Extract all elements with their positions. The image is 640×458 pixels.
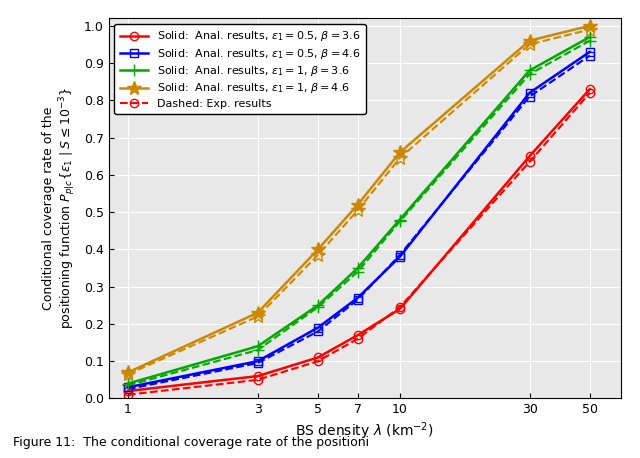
Solid:  Anal. results, $\epsilon_1 = 0.5$, $\beta = 4.6$: (10, 0.38): Anal. results, $\epsilon_1 = 0.5$, $\bet… xyxy=(396,254,404,260)
Solid:  Anal. results, $\epsilon_1 = 0.5$, $\beta = 4.6$: (30, 0.82): Anal. results, $\epsilon_1 = 0.5$, $\bet… xyxy=(525,90,533,96)
Line: Solid:  Anal. results, $\epsilon_1 = 0.5$, $\beta = 4.6$: Solid: Anal. results, $\epsilon_1 = 0.5$… xyxy=(124,48,594,392)
Line: Solid:  Anal. results, $\epsilon_1 = 1$, $\beta = 4.6$: Solid: Anal. results, $\epsilon_1 = 1$, … xyxy=(121,19,596,379)
Line: Solid:  Anal. results, $\epsilon_1 = 0.5$, $\beta = 3.6$: Solid: Anal. results, $\epsilon_1 = 0.5$… xyxy=(124,85,594,395)
Solid:  Anal. results, $\epsilon_1 = 0.5$, $\beta = 3.6$: (3, 0.06): Anal. results, $\epsilon_1 = 0.5$, $\bet… xyxy=(254,373,262,379)
Solid:  Anal. results, $\epsilon_1 = 1$, $\beta = 4.6$: (10, 0.66): Anal. results, $\epsilon_1 = 1$, $\beta … xyxy=(396,150,404,155)
Solid:  Anal. results, $\epsilon_1 = 1$, $\beta = 4.6$: (7, 0.52): Anal. results, $\epsilon_1 = 1$, $\beta … xyxy=(354,202,362,207)
Solid:  Anal. results, $\epsilon_1 = 0.5$, $\beta = 4.6$: (5, 0.19): Anal. results, $\epsilon_1 = 0.5$, $\bet… xyxy=(314,325,322,330)
Solid:  Anal. results, $\epsilon_1 = 1$, $\beta = 3.6$: (30, 0.88): Anal. results, $\epsilon_1 = 1$, $\beta … xyxy=(525,68,533,73)
Solid:  Anal. results, $\epsilon_1 = 1$, $\beta = 4.6$: (5, 0.4): Anal. results, $\epsilon_1 = 1$, $\beta … xyxy=(314,247,322,252)
Solid:  Anal. results, $\epsilon_1 = 1$, $\beta = 4.6$: (30, 0.96): Anal. results, $\epsilon_1 = 1$, $\beta … xyxy=(525,38,533,44)
Line: Solid:  Anal. results, $\epsilon_1 = 1$, $\beta = 3.6$: Solid: Anal. results, $\epsilon_1 = 1$, … xyxy=(122,31,596,390)
Solid:  Anal. results, $\epsilon_1 = 0.5$, $\beta = 4.6$: (1, 0.03): Anal. results, $\epsilon_1 = 0.5$, $\bet… xyxy=(124,385,132,390)
Solid:  Anal. results, $\epsilon_1 = 1$, $\beta = 4.6$: (1, 0.07): Anal. results, $\epsilon_1 = 1$, $\beta … xyxy=(124,370,132,375)
Solid:  Anal. results, $\epsilon_1 = 0.5$, $\beta = 4.6$: (50, 0.93): Anal. results, $\epsilon_1 = 0.5$, $\bet… xyxy=(586,49,594,55)
Solid:  Anal. results, $\epsilon_1 = 0.5$, $\beta = 4.6$: (3, 0.1): Anal. results, $\epsilon_1 = 0.5$, $\bet… xyxy=(254,359,262,364)
Solid:  Anal. results, $\epsilon_1 = 1$, $\beta = 4.6$: (3, 0.23): Anal. results, $\epsilon_1 = 1$, $\beta … xyxy=(254,310,262,316)
Y-axis label: Conditional coverage rate of the
positioning function $P_{p|c}\{\epsilon_1 \mid : Conditional coverage rate of the positio… xyxy=(42,87,78,329)
Solid:  Anal. results, $\epsilon_1 = 1$, $\beta = 3.6$: (50, 0.97): Anal. results, $\epsilon_1 = 1$, $\beta … xyxy=(586,34,594,40)
Solid:  Anal. results, $\epsilon_1 = 0.5$, $\beta = 3.6$: (30, 0.65): Anal. results, $\epsilon_1 = 0.5$, $\bet… xyxy=(525,153,533,159)
Solid:  Anal. results, $\epsilon_1 = 0.5$, $\beta = 3.6$: (7, 0.17): Anal. results, $\epsilon_1 = 0.5$, $\bet… xyxy=(354,333,362,338)
Solid:  Anal. results, $\epsilon_1 = 1$, $\beta = 4.6$: (50, 1): Anal. results, $\epsilon_1 = 1$, $\beta … xyxy=(586,23,594,28)
Solid:  Anal. results, $\epsilon_1 = 1$, $\beta = 3.6$: (7, 0.35): Anal. results, $\epsilon_1 = 1$, $\beta … xyxy=(354,265,362,271)
Text: Figure 11:  The conditional coverage rate of the positioni: Figure 11: The conditional coverage rate… xyxy=(13,436,369,449)
Solid:  Anal. results, $\epsilon_1 = 1$, $\beta = 3.6$: (1, 0.04): Anal. results, $\epsilon_1 = 1$, $\beta … xyxy=(124,381,132,386)
Solid:  Anal. results, $\epsilon_1 = 1$, $\beta = 3.6$: (10, 0.48): Anal. results, $\epsilon_1 = 1$, $\beta … xyxy=(396,217,404,222)
Solid:  Anal. results, $\epsilon_1 = 0.5$, $\beta = 3.6$: (10, 0.24): Anal. results, $\epsilon_1 = 0.5$, $\bet… xyxy=(396,306,404,312)
Solid:  Anal. results, $\epsilon_1 = 0.5$, $\beta = 4.6$: (7, 0.27): Anal. results, $\epsilon_1 = 0.5$, $\bet… xyxy=(354,295,362,300)
Legend: Solid:  Anal. results, $\epsilon_1 = 0.5$, $\beta = 3.6$, Solid:  Anal. results,: Solid: Anal. results, $\epsilon_1 = 0.5$… xyxy=(115,24,365,114)
Solid:  Anal. results, $\epsilon_1 = 0.5$, $\beta = 3.6$: (50, 0.83): Anal. results, $\epsilon_1 = 0.5$, $\bet… xyxy=(586,87,594,92)
X-axis label: BS density $\lambda$ (km$^{-2}$): BS density $\lambda$ (km$^{-2}$) xyxy=(296,420,434,442)
Solid:  Anal. results, $\epsilon_1 = 0.5$, $\beta = 3.6$: (1, 0.02): Anal. results, $\epsilon_1 = 0.5$, $\bet… xyxy=(124,388,132,394)
Solid:  Anal. results, $\epsilon_1 = 1$, $\beta = 3.6$: (5, 0.25): Anal. results, $\epsilon_1 = 1$, $\beta … xyxy=(314,303,322,308)
Solid:  Anal. results, $\epsilon_1 = 0.5$, $\beta = 3.6$: (5, 0.11): Anal. results, $\epsilon_1 = 0.5$, $\bet… xyxy=(314,354,322,360)
Solid:  Anal. results, $\epsilon_1 = 1$, $\beta = 3.6$: (3, 0.14): Anal. results, $\epsilon_1 = 1$, $\beta … xyxy=(254,344,262,349)
